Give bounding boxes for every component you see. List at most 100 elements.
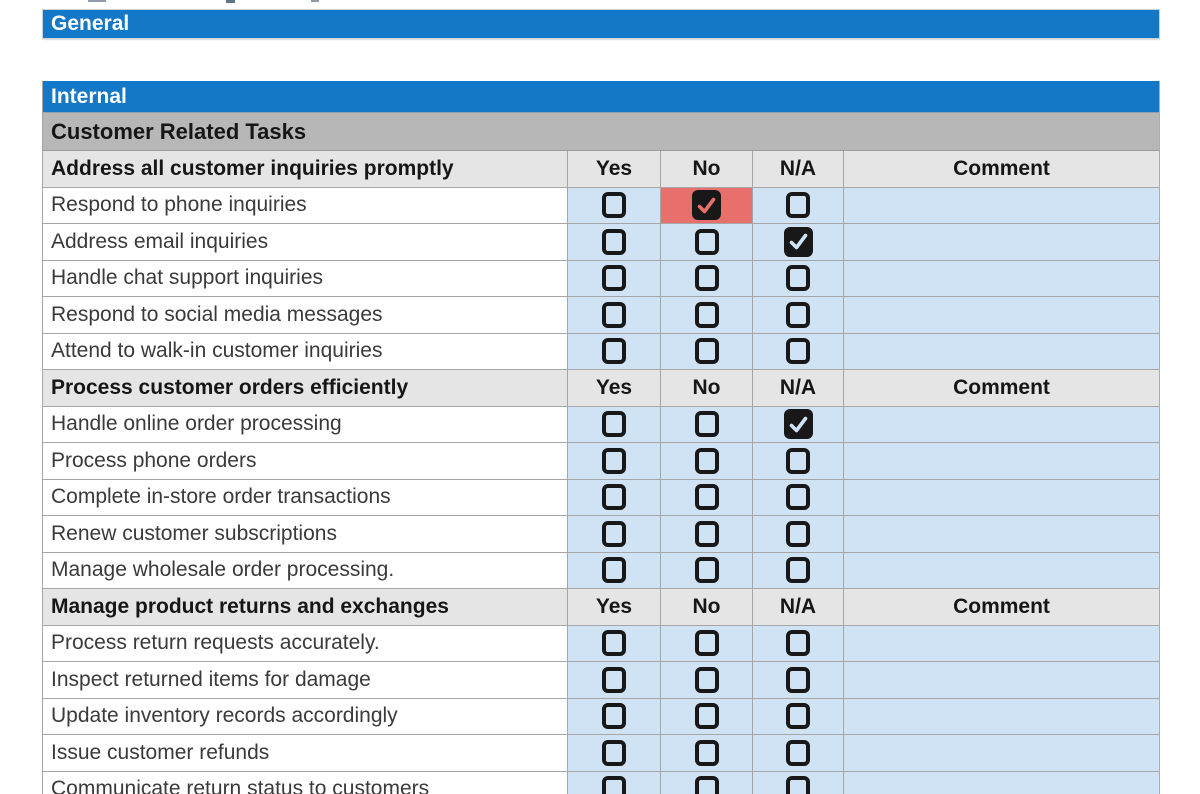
task-label: Respond to social media messages — [43, 297, 568, 333]
checkbox-no[interactable] — [694, 520, 719, 547]
task-label: Process return requests accurately. — [43, 625, 568, 661]
checkbox-na[interactable] — [783, 409, 813, 440]
checkbox-yes[interactable] — [602, 520, 626, 547]
checkbox-no[interactable] — [694, 703, 719, 730]
task-label: Handle online order processing — [43, 406, 568, 442]
task-label: Inspect returned items for damage — [43, 662, 568, 698]
column-header-yes: Yes — [568, 589, 661, 625]
checkbox-cell-yes — [568, 771, 661, 794]
comment-cell[interactable] — [844, 662, 1159, 698]
checkbox-yes[interactable] — [602, 557, 626, 584]
checkbox-na[interactable] — [786, 447, 810, 474]
checkbox-cell-yes — [568, 224, 661, 260]
comment-cell[interactable] — [844, 479, 1159, 515]
comment-cell[interactable] — [844, 625, 1159, 661]
checkbox-no[interactable] — [694, 411, 719, 438]
task-label: Handle chat support inquiries — [43, 260, 568, 296]
checkbox-no[interactable] — [694, 666, 719, 693]
table-row: Handle chat support inquiries — [43, 260, 1159, 297]
table-row: Complete in-store order transactions — [43, 479, 1159, 516]
cropped-text-fragment — [226, 0, 235, 3]
checkbox-yes[interactable] — [602, 228, 626, 255]
checkbox-yes[interactable] — [602, 447, 626, 474]
comment-cell[interactable] — [844, 552, 1159, 588]
checkbox-no[interactable] — [694, 338, 719, 365]
checkbox-yes[interactable] — [602, 338, 626, 365]
checkbox-na[interactable] — [786, 739, 810, 766]
checkbox-cell-no — [661, 516, 753, 552]
comment-cell[interactable] — [844, 698, 1159, 734]
checkbox-yes[interactable] — [602, 739, 626, 766]
checkbox-cell-na — [753, 333, 844, 369]
task-label: Manage wholesale order processing. — [43, 552, 568, 588]
checkbox-na[interactable] — [786, 666, 810, 693]
task-label: Update inventory records accordingly — [43, 698, 568, 734]
checkbox-na[interactable] — [786, 265, 810, 292]
checkbox-no[interactable] — [694, 739, 719, 766]
column-header-comment: Comment — [953, 594, 1050, 618]
checkbox-na[interactable] — [786, 630, 810, 657]
checkbox-yes[interactable] — [602, 703, 626, 730]
checkbox-cell-yes — [568, 516, 661, 552]
checkbox-yes[interactable] — [602, 484, 626, 511]
comment-cell[interactable] — [844, 187, 1159, 223]
checkbox-cell-no — [661, 224, 753, 260]
comment-cell[interactable] — [844, 735, 1159, 771]
column-header-na: N/A — [753, 370, 844, 406]
checkbox-cell-yes — [568, 662, 661, 698]
checkbox-yes[interactable] — [602, 192, 626, 219]
task-label: Address email inquiries — [43, 224, 568, 260]
checkbox-na[interactable] — [786, 520, 810, 547]
checkbox-cell-yes — [568, 406, 661, 442]
checkbox-no[interactable] — [694, 776, 719, 794]
checkbox-na[interactable] — [783, 226, 813, 257]
checkbox-yes[interactable] — [602, 630, 626, 657]
comment-cell[interactable] — [844, 260, 1159, 296]
checkbox-no[interactable] — [694, 228, 719, 255]
checkbox-no[interactable] — [694, 447, 719, 474]
checkbox-no[interactable] — [694, 301, 719, 328]
checkbox-cell-no — [661, 260, 753, 296]
checkbox-na[interactable] — [786, 776, 810, 794]
checkbox-na[interactable] — [786, 703, 810, 730]
checkbox-na[interactable] — [786, 301, 810, 328]
checkbox-yes[interactable] — [602, 666, 626, 693]
checkbox-na[interactable] — [786, 192, 810, 219]
task-label: Process phone orders — [43, 443, 568, 479]
checkbox-no[interactable] — [694, 630, 719, 657]
checkbox-cell-na — [753, 187, 844, 223]
checkbox-no[interactable] — [694, 265, 719, 292]
comment-cell[interactable] — [844, 224, 1159, 260]
checkbox-cell-no — [661, 552, 753, 588]
checkbox-no[interactable] — [694, 484, 719, 511]
checkbox-cell-no — [661, 771, 753, 794]
checkbox-no[interactable] — [692, 190, 721, 221]
comment-cell[interactable] — [844, 333, 1159, 369]
checkbox-cell-no — [661, 479, 753, 515]
checkbox-yes[interactable] — [602, 301, 626, 328]
table-row: Process phone orders — [43, 443, 1159, 480]
checkbox-yes[interactable] — [602, 265, 626, 292]
checklist-table: Internal Customer Related Tasks Address … — [42, 81, 1160, 794]
checkbox-na[interactable] — [786, 338, 810, 365]
comment-cell[interactable] — [844, 297, 1159, 333]
table-row: Respond to phone inquiries — [43, 187, 1159, 224]
checkbox-cell-yes — [568, 443, 661, 479]
checkbox-cell-no — [661, 443, 753, 479]
checkbox-na[interactable] — [786, 557, 810, 584]
checkbox-yes[interactable] — [602, 776, 626, 794]
comment-cell[interactable] — [844, 771, 1159, 794]
checkbox-cell-no — [661, 698, 753, 734]
comment-cell[interactable] — [844, 516, 1159, 552]
checkbox-yes[interactable] — [602, 411, 626, 438]
checkbox-na[interactable] — [786, 484, 810, 511]
comment-cell[interactable] — [844, 443, 1159, 479]
task-label: Attend to walk-in customer inquiries — [43, 333, 568, 369]
table-row: Inspect returned items for damage — [43, 662, 1159, 699]
column-header-na: N/A — [753, 589, 844, 625]
checkbox-cell-na — [753, 552, 844, 588]
checkbox-no[interactable] — [694, 557, 719, 584]
task-label: Renew customer subscriptions — [43, 516, 568, 552]
group-header-row: Address all customer inquiries promptly Y… — [43, 151, 1159, 188]
comment-cell[interactable] — [844, 406, 1159, 442]
